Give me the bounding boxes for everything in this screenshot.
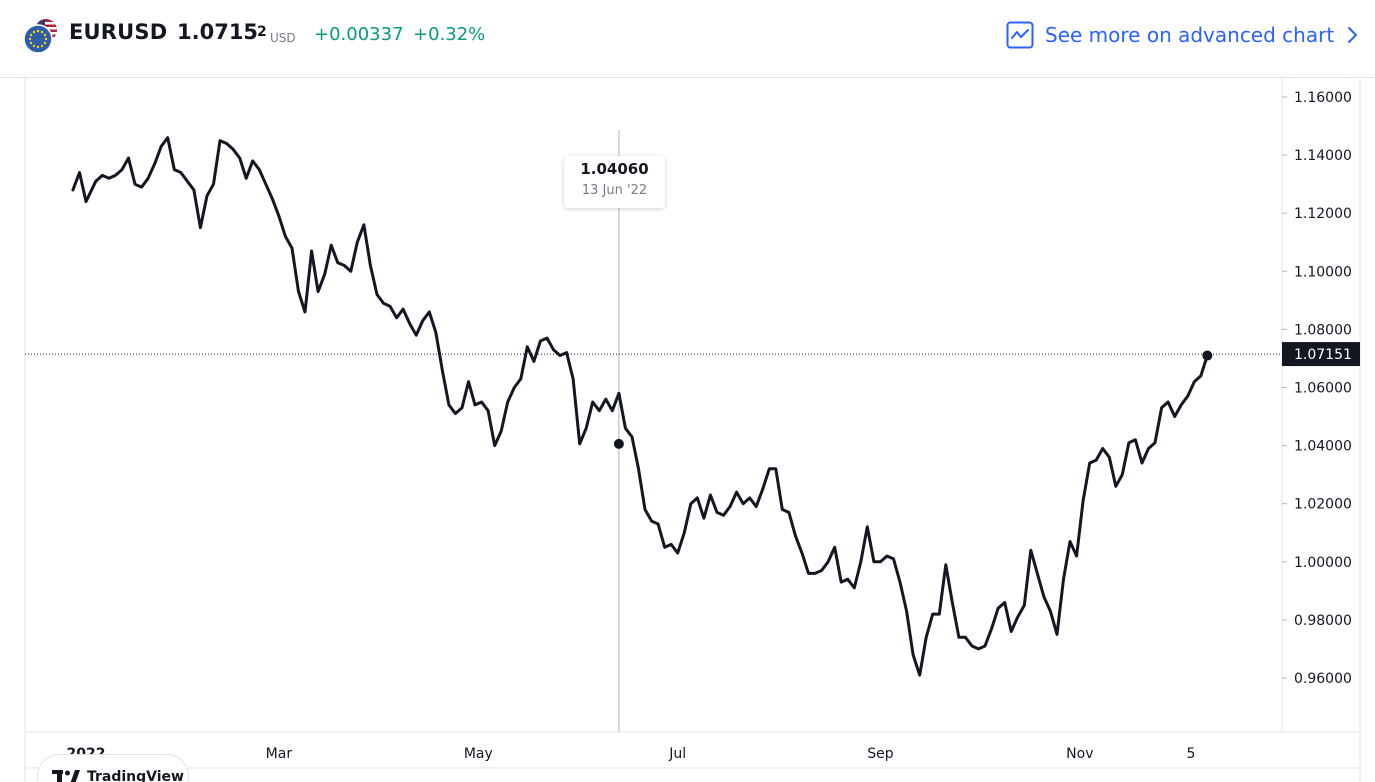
symbol-name: EURUSD bbox=[69, 20, 168, 44]
price-chart[interactable]: 1.16000 1.14000 1.12000 1.10000 1.08000 1.060… bbox=[0, 78, 1375, 782]
x-tick-label: Mar bbox=[266, 746, 293, 762]
price-change-percent: +0.32% bbox=[413, 24, 486, 45]
chart-canvas[interactable]: 1.16000 1.14000 1.12000 1.10000 1.08000 1.060… bbox=[0, 78, 1375, 782]
y-tick-label: 1.16000 bbox=[1294, 90, 1352, 106]
eu-us-flag-icon bbox=[24, 19, 57, 53]
y-tick-label: 1.00000 bbox=[1294, 555, 1352, 571]
last-price-label: 1.07151 bbox=[1294, 347, 1352, 363]
y-tick-label: 1.14000 bbox=[1294, 148, 1352, 164]
advanced-chart-link[interactable]: See more on advanced chart bbox=[1006, 18, 1360, 52]
x-tick-label: 5 bbox=[1187, 746, 1196, 762]
y-tick-label: 0.98000 bbox=[1294, 613, 1352, 629]
y-tick-label: 1.10000 bbox=[1294, 264, 1352, 280]
y-tick-label: 1.08000 bbox=[1294, 322, 1352, 338]
tradingview-badge[interactable]: TradingView bbox=[37, 754, 189, 782]
x-tick-label: Nov bbox=[1066, 746, 1093, 762]
last-price-point bbox=[1202, 350, 1213, 361]
time-axis: 2022MarMayJulSepNov5 bbox=[67, 746, 1196, 762]
tradingview-logo-icon bbox=[52, 769, 80, 782]
currency-label: USD bbox=[270, 31, 296, 45]
x-tick-label: May bbox=[464, 746, 493, 762]
tradingview-label: TradingView bbox=[87, 768, 184, 782]
y-tick-label: 1.06000 bbox=[1294, 381, 1352, 397]
chevron-right-icon bbox=[1348, 27, 1358, 43]
tooltip-date: 13 Jun '22 bbox=[581, 183, 648, 198]
y-tick-label: 1.04000 bbox=[1294, 439, 1352, 455]
last-price: 1.0715 bbox=[177, 20, 259, 44]
last-price-label-bg bbox=[1282, 342, 1360, 367]
last-price-pipette: 2 bbox=[257, 24, 267, 40]
price-change: +0.00337 bbox=[314, 24, 404, 45]
y-tick-label: 0.96000 bbox=[1294, 671, 1352, 687]
line-chart-icon bbox=[1006, 21, 1034, 49]
x-tick-label: Sep bbox=[867, 746, 894, 762]
x-tick-label: Jul bbox=[668, 746, 686, 762]
tooltip-value: 1.04060 bbox=[580, 160, 649, 178]
advanced-chart-label: See more on advanced chart bbox=[1045, 23, 1335, 47]
crosshair-tooltip: 1.04060 13 Jun '22 bbox=[564, 156, 665, 208]
series-line bbox=[71, 136, 1209, 677]
y-tick-label: 1.02000 bbox=[1294, 497, 1352, 513]
price-axis: 1.16000 1.14000 1.12000 1.10000 1.08000 1.060… bbox=[1282, 90, 1352, 687]
symbol-header: EURUSD 1.0715 2 USD +0.00337 +0.32% See … bbox=[0, 0, 1375, 78]
crosshair-point bbox=[613, 438, 624, 449]
y-tick-label: 1.12000 bbox=[1294, 206, 1352, 222]
